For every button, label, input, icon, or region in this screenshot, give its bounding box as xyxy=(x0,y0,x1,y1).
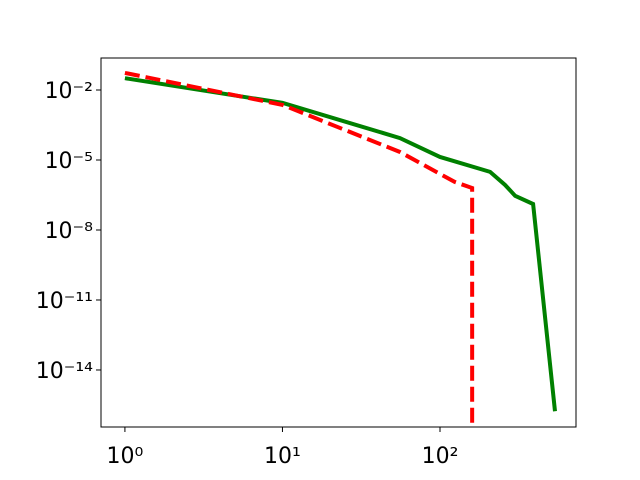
y-tick-label: 10⁻¹¹ xyxy=(36,289,93,314)
y-tick-label: 10⁻² xyxy=(45,79,93,104)
x-tick-label: 10¹ xyxy=(264,444,301,469)
x-tick-label: 10² xyxy=(422,444,459,469)
axes-frame xyxy=(100,57,577,428)
line-series xyxy=(124,76,557,412)
x-tick-label: 10⁰ xyxy=(107,444,144,469)
line-series xyxy=(124,70,475,427)
y-tick-label: 10⁻¹⁴ xyxy=(36,359,93,384)
y-tick-label: 10⁻⁵ xyxy=(45,149,93,174)
plot-area xyxy=(124,70,557,427)
y-tick-label: 10⁻⁸ xyxy=(45,219,94,244)
